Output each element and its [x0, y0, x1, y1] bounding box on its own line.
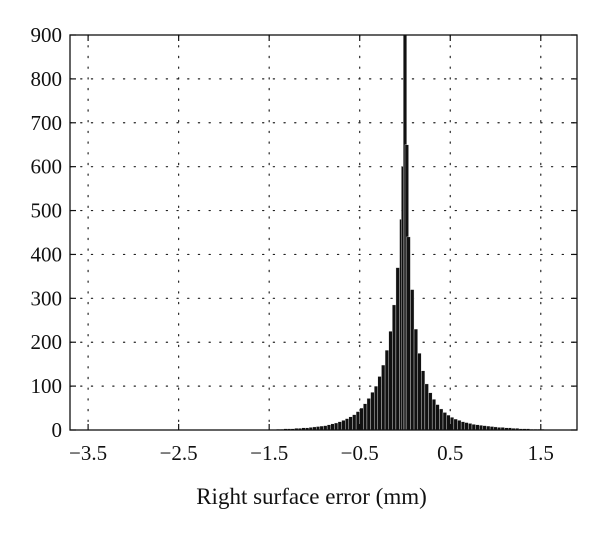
histogram-bar: [428, 392, 433, 431]
y-tick-label: 500: [31, 199, 63, 223]
histogram-bar: [475, 424, 480, 431]
histogram-bar: [479, 424, 484, 431]
histogram-bar: [424, 383, 429, 431]
histogram-bar: [453, 418, 458, 431]
histogram-bars: [276, 34, 574, 431]
histogram-bar: [330, 423, 335, 431]
histogram-bar: [435, 404, 440, 431]
axis-ticks: [70, 34, 577, 431]
x-tick-label: −1.5: [250, 441, 288, 465]
y-tick-labels: 0 100 200 300 400 500 600 700 800 900: [31, 23, 63, 442]
histogram-bar: [326, 424, 331, 431]
histogram-bar: [431, 399, 436, 431]
histogram-bar: [370, 392, 375, 431]
grid-lines: [69, 34, 578, 431]
histogram-bar: [374, 385, 378, 431]
histogram-bar: [417, 353, 422, 431]
histogram-bar: [410, 289, 415, 431]
histogram-bar: [468, 423, 473, 431]
x-tick-labels: −3.5 −2.5 −1.5 −0.5 0.5 1.5: [69, 441, 554, 465]
histogram-bar: [366, 398, 371, 431]
histogram-bar: [377, 376, 382, 431]
histogram-bar: [413, 328, 418, 431]
histogram-bar: [323, 425, 328, 431]
histogram-bar: [381, 364, 386, 431]
plot-frame: [69, 34, 578, 431]
y-tick-label: 300: [31, 286, 63, 310]
y-tick-label: 900: [31, 23, 63, 47]
histogram-bar: [334, 422, 339, 431]
histogram-bar: [363, 403, 368, 431]
histogram-bar: [337, 421, 342, 431]
x-tick-label: 1.5: [528, 441, 554, 465]
histogram-bar: [384, 349, 389, 431]
x-axis-label: Right surface error (mm): [196, 484, 427, 509]
x-tick-label: −3.5: [69, 441, 107, 465]
y-tick-label: 600: [31, 155, 63, 179]
histogram-bar: [471, 424, 476, 431]
y-tick-label: 400: [31, 242, 63, 266]
histogram-bar: [406, 236, 411, 431]
histogram-bar: [464, 422, 469, 431]
y-tick-label: 200: [31, 330, 63, 354]
x-tick-label: −0.5: [341, 441, 379, 465]
y-tick-label: 100: [31, 374, 63, 398]
y-tick-label: 0: [52, 418, 63, 442]
histogram-bar: [439, 408, 444, 431]
histogram-bar: [345, 418, 350, 431]
x-tick-label: 0.5: [437, 441, 463, 465]
histogram-bar: [388, 331, 393, 431]
histogram-bar: [348, 416, 353, 431]
histogram-bar: [392, 304, 397, 431]
histogram-bar: [421, 370, 426, 431]
histogram-bar: [352, 414, 357, 431]
histogram-bar: [341, 420, 346, 431]
histogram-bar: [395, 267, 400, 431]
histogram-bar: [442, 412, 447, 431]
histogram-bar: [457, 420, 462, 431]
x-tick-label: −2.5: [160, 441, 198, 465]
histogram-bar: [482, 425, 487, 431]
histogram-bar: [460, 421, 465, 431]
y-tick-label: 800: [31, 67, 63, 91]
y-tick-label: 700: [31, 111, 63, 135]
